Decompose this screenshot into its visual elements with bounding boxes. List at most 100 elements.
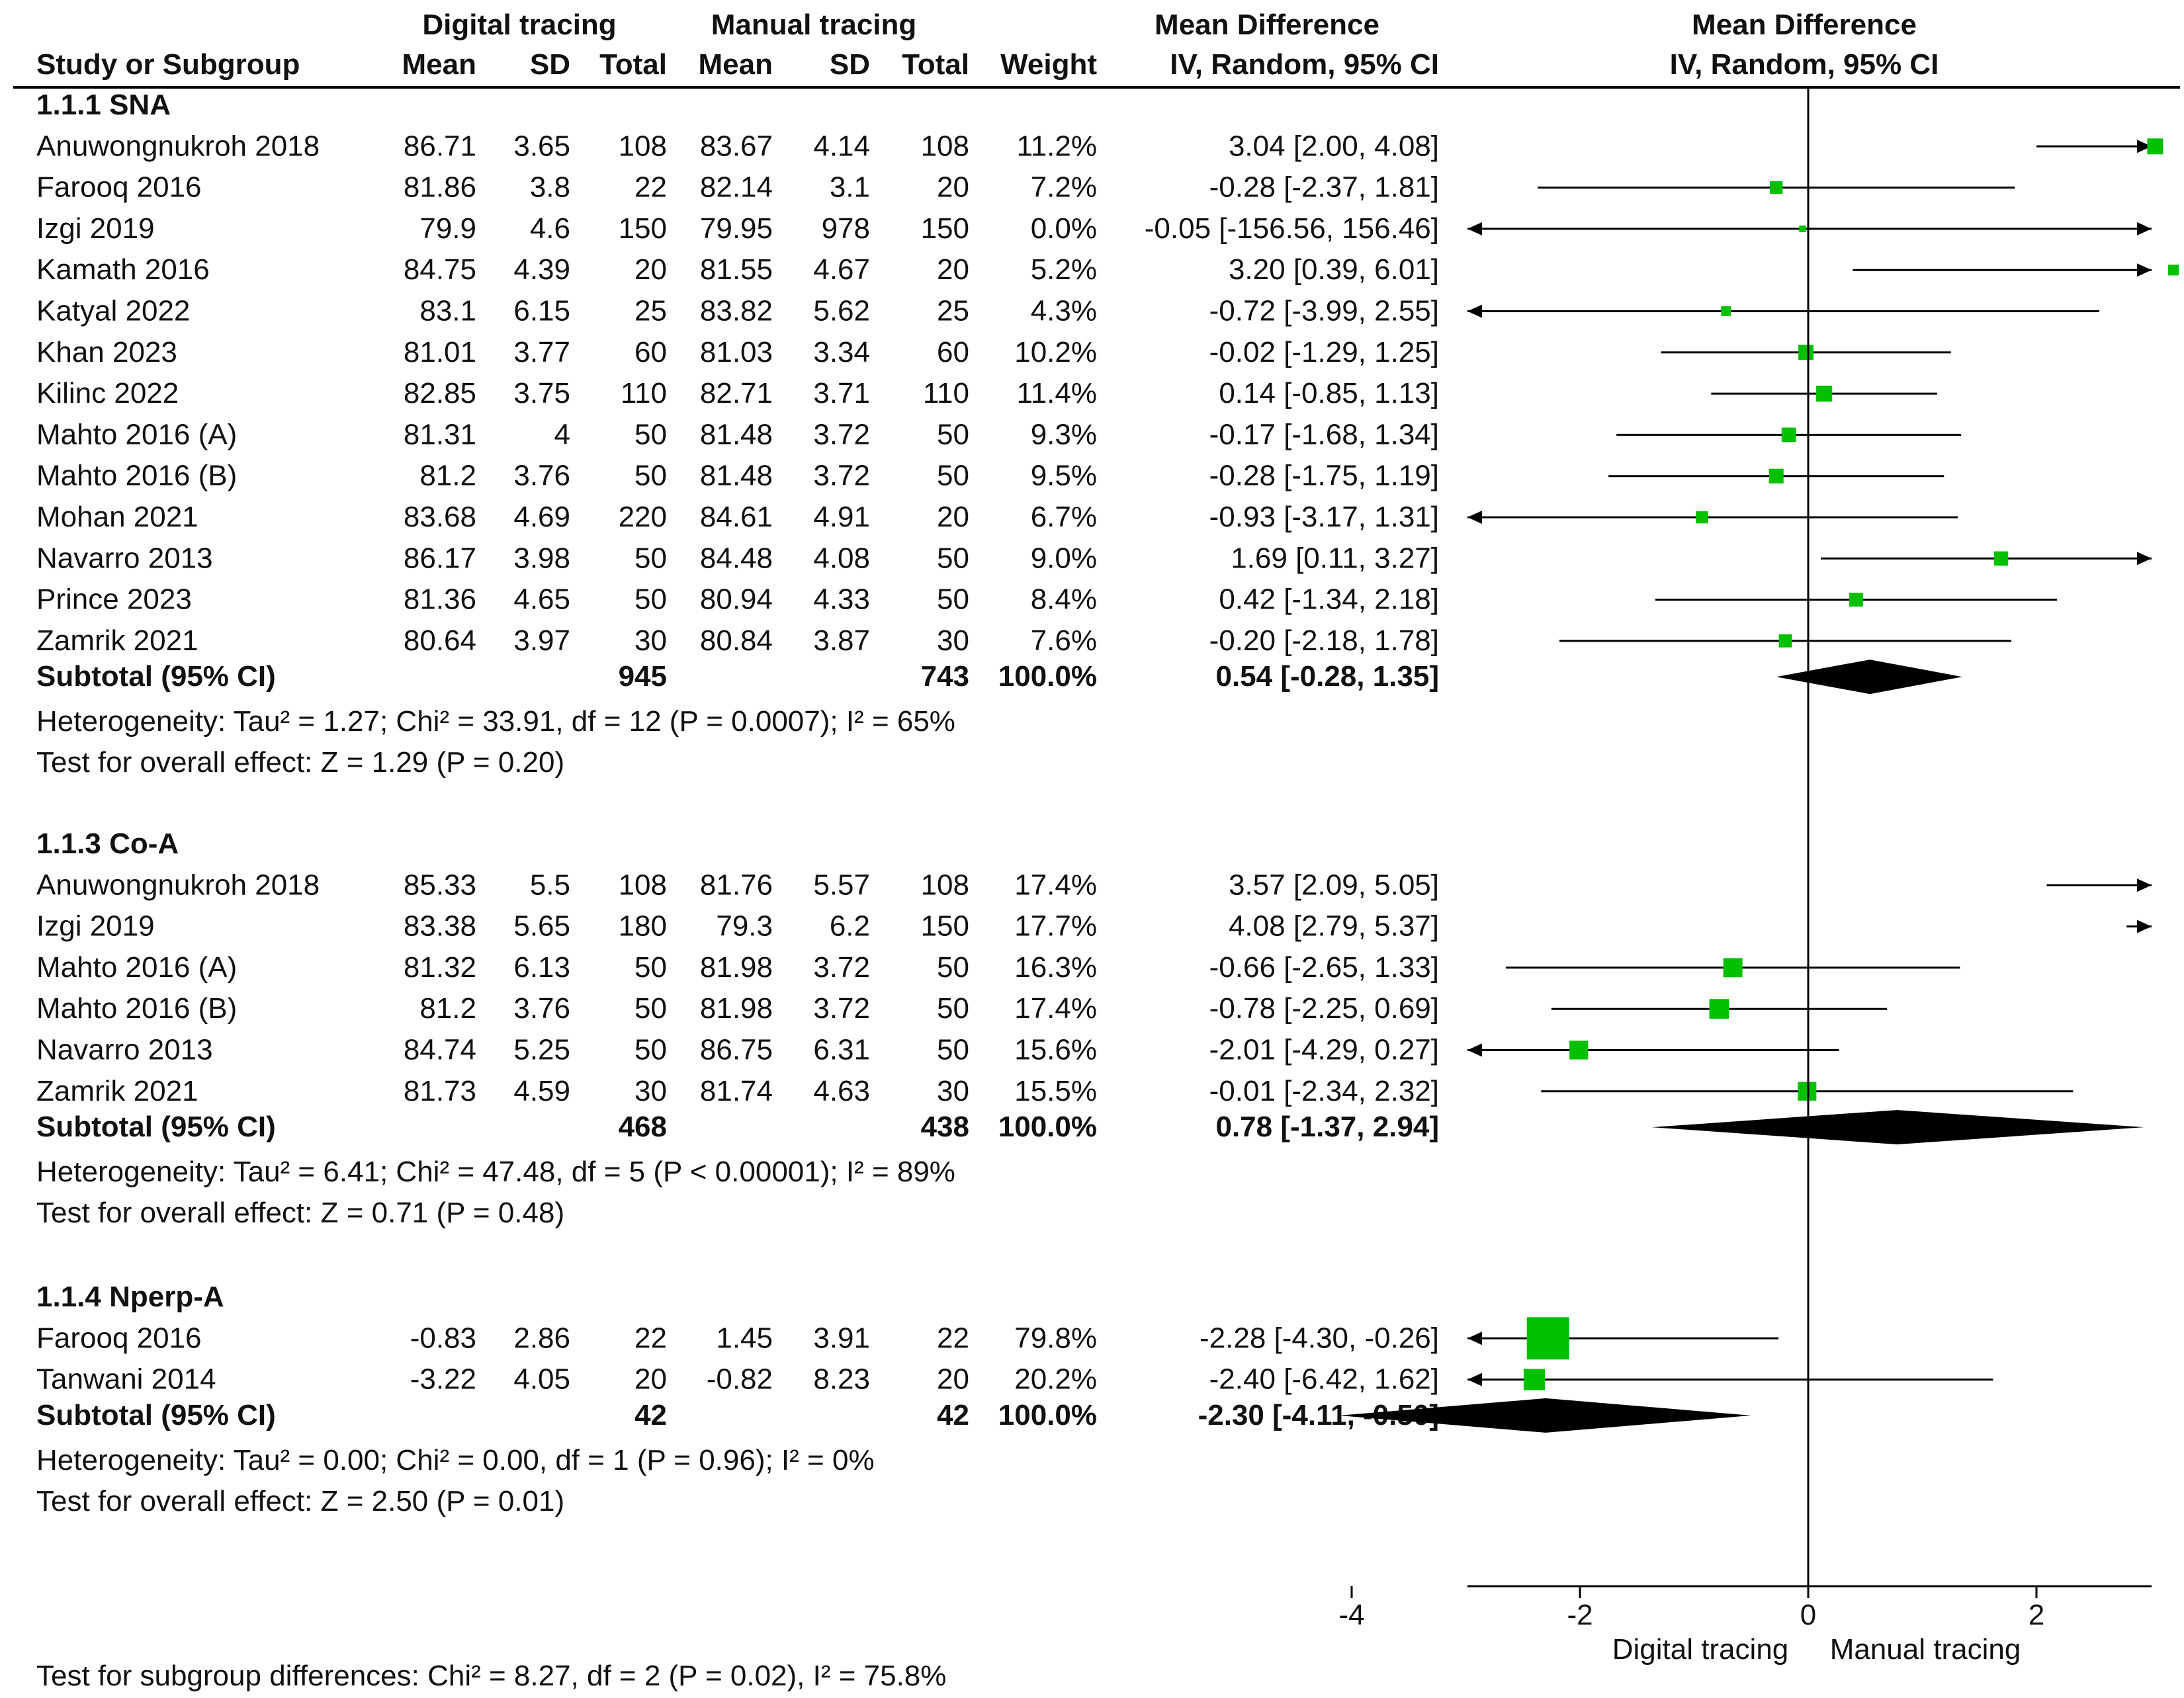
cell-ci: -0.72 [-3.99, 2.55]: [1209, 295, 1439, 327]
cell-ci: 0.14 [-0.85, 1.13]: [1219, 377, 1439, 409]
effect-marker: [1523, 1369, 1546, 1390]
subtotal-diamond: [1339, 1398, 1751, 1433]
cell-weight: 15.6%: [1014, 1034, 1097, 1066]
cell-mean1: 82.85: [404, 377, 476, 409]
cell-total1: 30: [634, 624, 667, 657]
cell-sd1: 3.76: [513, 460, 570, 492]
effect-marker: [1781, 427, 1796, 443]
study-row: Mohan 2021 83.68 4.69 220 84.61 4.91 20 6.7% -0.…: [36, 501, 1439, 533]
cell-ci: -0.28 [-1.75, 1.19]: [1209, 460, 1439, 492]
effect-marker: [1770, 181, 1783, 194]
subtotal-total1: 42: [634, 1399, 667, 1431]
cell-sd1: 3.98: [513, 542, 570, 574]
cell-total2: 20: [937, 501, 969, 533]
cell-mean2: 81.48: [700, 418, 773, 450]
cell-ci: 3.20 [0.39, 6.01]: [1229, 253, 1439, 286]
subtotal-label: Subtotal (95% CI): [36, 1399, 276, 1431]
cell-total1: 22: [634, 1322, 667, 1354]
cell-weight: 11.4%: [1017, 377, 1098, 409]
cell-weight: 8.4%: [1031, 583, 1097, 616]
cell-sd2: 3.72: [813, 460, 870, 492]
x-tick-label: -4: [1338, 1599, 1364, 1631]
cell-sd1: 3.77: [513, 336, 570, 368]
cell-mean2: 80.84: [700, 624, 773, 657]
cell-mean1: 79.9: [419, 212, 476, 245]
cell-mean2: 84.61: [700, 501, 773, 533]
cell-mean1: 85.33: [404, 869, 476, 901]
cell-sd1: 3.65: [513, 130, 570, 162]
study-row: Mahto 2016 (B) 81.2 3.76 50 81.48 3.72 50 9.5% -…: [36, 460, 1439, 492]
ci-arrow-left: [1467, 1373, 1482, 1386]
cell-sd2: 4.67: [813, 253, 870, 286]
cell-sd2: 3.72: [813, 992, 870, 1025]
cell-total1: 20: [634, 1363, 667, 1396]
cell-weight: 17.4%: [1014, 869, 1097, 901]
effect-marker: [1778, 634, 1792, 648]
ci-arrow-left: [1467, 511, 1482, 524]
cell-sd1: 4.59: [513, 1075, 570, 1107]
cell-mean1: 84.75: [404, 253, 476, 286]
cell-mean1: 80.64: [404, 624, 476, 657]
cell-sd1: 4.39: [513, 253, 570, 286]
cell-ci: -0.01 [-2.34, 2.32]: [1209, 1075, 1439, 1107]
cell-mean1: 86.17: [404, 542, 476, 574]
cell-mean1: 83.1: [419, 295, 476, 327]
cell-sd1: 3.8: [530, 171, 570, 204]
study-row: Zamrik 2021 81.73 4.59 30 81.74 4.63 30 15.5% -0…: [36, 1075, 1439, 1107]
cell-sd2: 5.62: [813, 295, 870, 327]
study-name: Mahto 2016 (A): [36, 951, 237, 984]
cell-sd1: 4.6: [530, 212, 570, 245]
cell-sd2: 3.87: [813, 624, 870, 657]
subtotal-ci: 0.78 [-1.37, 2.94]: [1215, 1111, 1439, 1143]
subtotal-diamond: [1651, 1110, 2144, 1145]
effect-marker: [2147, 138, 2163, 155]
cell-mean2: 81.48: [700, 460, 773, 492]
heterogeneity-text: Heterogeneity: Tau² = 0.00; Chi² = 0.00,…: [36, 1444, 875, 1476]
cell-mean1: 81.36: [404, 583, 476, 616]
cell-sd1: 6.15: [513, 295, 570, 327]
study-row: Mahto 2016 (A) 81.32 6.13 50 81.98 3.72 50 16.3…: [36, 951, 1439, 984]
cell-sd1: 3.97: [513, 624, 570, 657]
subtotal-total2: 42: [937, 1399, 969, 1431]
cell-sd2: 6.2: [830, 910, 870, 943]
cell-mean2: 79.95: [700, 212, 773, 245]
x-tick-label: -2: [1567, 1599, 1593, 1631]
plot-method-header: IV, Random, 95% CI: [1670, 48, 1939, 81]
study-name: Kamath 2016: [36, 253, 210, 286]
cell-weight: 17.7%: [1014, 910, 1097, 943]
cell-mean1: 84.74: [404, 1034, 476, 1066]
study-name: Prince 2023: [36, 583, 192, 616]
cell-weight: 6.7%: [1031, 501, 1097, 533]
md-title-header: Mean Difference: [1155, 9, 1379, 41]
cell-mean2: 83.67: [700, 130, 773, 162]
study-row: Anuwongnukroh 2018 86.71 3.65 108 83.67 4.14 1…: [36, 130, 1439, 162]
cell-mean1: 81.01: [404, 336, 476, 368]
study-row: Zamrik 2021 80.64 3.97 30 80.84 3.87 30 7.6% -0.…: [36, 624, 1439, 657]
cell-total1: 60: [634, 336, 667, 368]
cell-total1: 50: [634, 583, 667, 616]
x-tick-label: 0: [1800, 1599, 1816, 1631]
cell-mean1: 83.68: [404, 501, 476, 533]
cell-sd2: 8.23: [813, 1363, 870, 1396]
cell-total2: 20: [937, 253, 969, 286]
subtotal-row: Subtotal (95% CI) 468 438 100.0% 0.78 [-1.37…: [36, 1111, 1439, 1143]
cell-weight: 7.2%: [1031, 171, 1097, 204]
cell-mean2: 81.76: [700, 869, 773, 901]
cell-total1: 50: [634, 1034, 667, 1066]
cell-mean2: 86.75: [700, 1034, 773, 1066]
cell-mean2: 79.3: [716, 910, 773, 943]
cell-sd2: 4.08: [813, 542, 870, 574]
study-name: Navarro 2013: [36, 1034, 213, 1066]
x-label-right: Manual tracing: [1830, 1633, 2021, 1666]
cell-mean2: 80.94: [700, 583, 773, 616]
study-name: Mahto 2016 (A): [36, 418, 237, 450]
cell-mean1: 81.31: [404, 418, 476, 450]
cell-weight: 9.5%: [1031, 460, 1097, 492]
col-mean2-header: Mean: [699, 48, 773, 81]
cell-total1: 25: [634, 295, 667, 327]
ci-arrow-right: [2137, 263, 2152, 277]
cell-sd1: 2.86: [513, 1322, 570, 1354]
study-row: Anuwongnukroh 2018 85.33 5.5 108 81.76 5.57 10…: [36, 869, 1439, 901]
cell-weight: 79.8%: [1014, 1322, 1097, 1354]
